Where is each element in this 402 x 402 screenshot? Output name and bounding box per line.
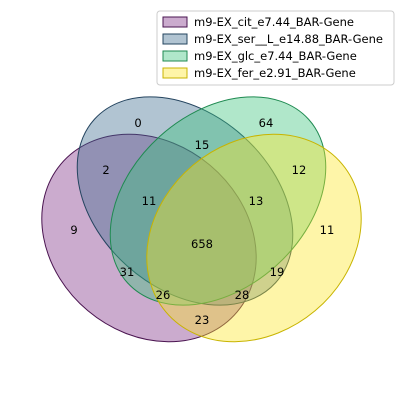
region-label-cit-glc-fer: 28 — [235, 288, 250, 302]
legend-label-fer: m9-EX_fer_e2.91_BAR-Gene — [194, 66, 356, 80]
legend-label-cit: m9-EX_cit_e7.44_BAR-Gene — [194, 15, 354, 29]
region-label-cit-ser-glc: 11 — [142, 194, 157, 208]
region-label-only-fer: 11 — [320, 223, 335, 237]
region-label-glc-fer: 12 — [292, 163, 307, 177]
legend-label-glc: m9-EX_glc_e7.44_BAR-Gene — [194, 49, 357, 63]
legend: m9-EX_cit_e7.44_BAR-Gene m9-EX_ser__L_e1… — [157, 11, 394, 85]
region-label-ser-fer: 19 — [270, 265, 285, 279]
region-label-ser-glc-fer: 13 — [249, 194, 264, 208]
region-label-cit-fer: 23 — [195, 313, 210, 327]
region-label-all-four: 658 — [191, 237, 213, 251]
region-label-cit-ser-fer: 26 — [156, 288, 171, 302]
legend-swatch-fer — [163, 68, 187, 78]
region-label-cit-ser: 2 — [102, 163, 109, 177]
legend-swatch-ser — [163, 34, 187, 44]
region-label-ser-glc: 15 — [195, 138, 210, 152]
legend-swatch-glc — [163, 51, 187, 61]
region-label-only-glc: 64 — [259, 116, 274, 130]
region-label-cit-glc: 31 — [120, 265, 135, 279]
region-label-only-ser: 0 — [134, 116, 141, 130]
legend-swatch-cit — [163, 17, 187, 27]
legend-label-ser: m9-EX_ser__L_e14.88_BAR-Gene — [194, 32, 383, 46]
region-label-only-cit: 9 — [70, 223, 77, 237]
